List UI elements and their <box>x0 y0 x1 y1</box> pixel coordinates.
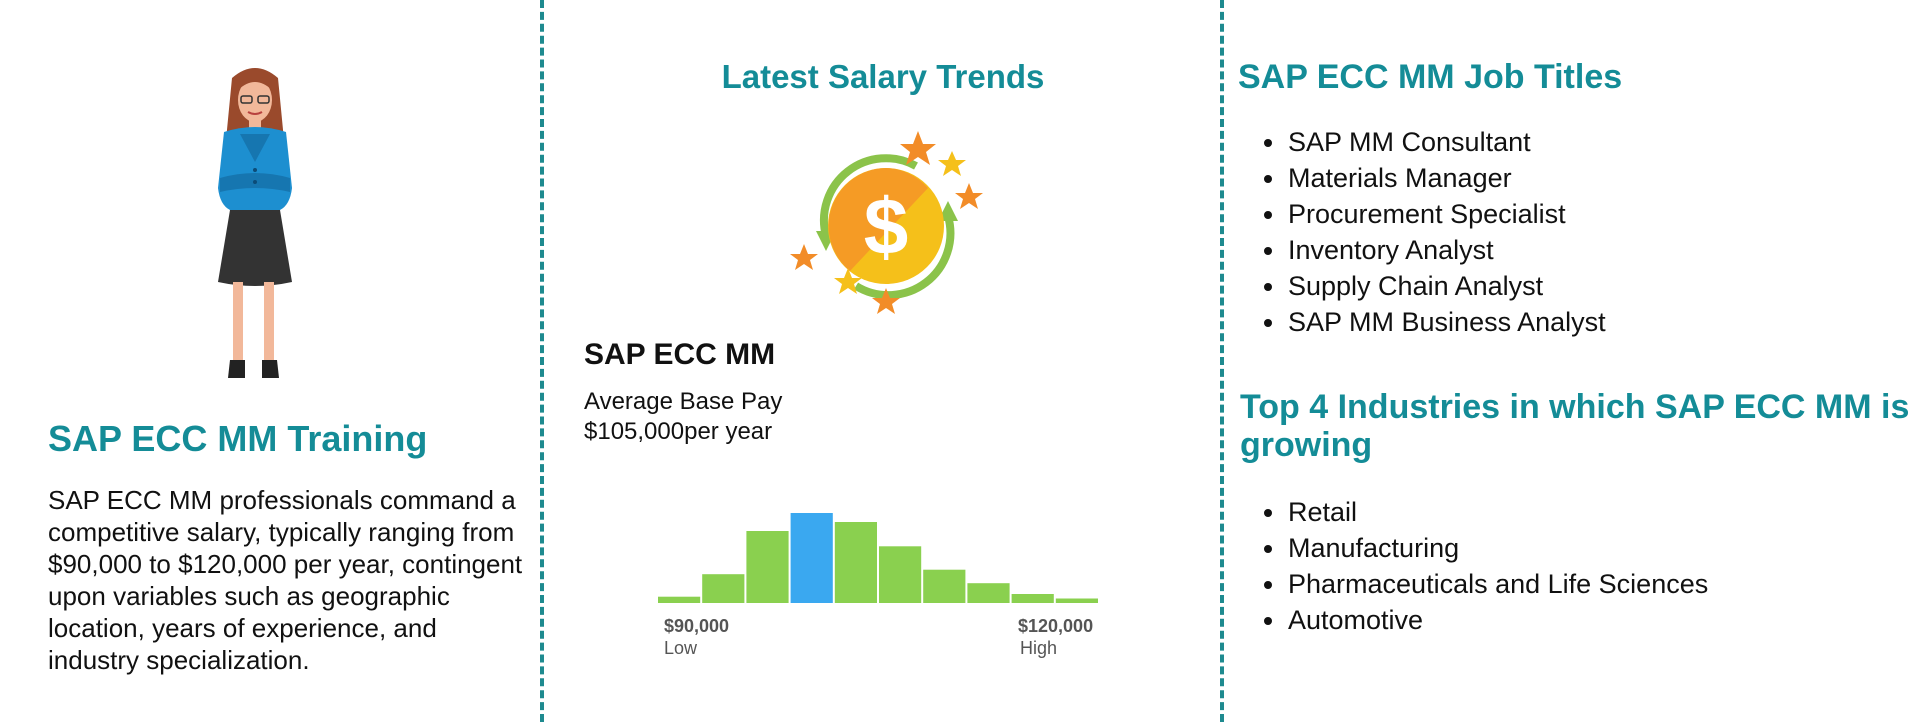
industries-list: Retail Manufacturing Pharmaceuticals and… <box>1238 494 1708 638</box>
histogram-bar <box>746 531 789 603</box>
training-description: SAP ECC MM professionals command a compe… <box>48 485 523 675</box>
list-item: Inventory Analyst <box>1264 232 1606 268</box>
job-name: SAP ECC MM <box>584 338 776 371</box>
low-salary-value: $90,000 <box>664 616 730 636</box>
woman-illustration <box>218 68 292 378</box>
low-salary-caption: Low <box>664 638 698 658</box>
high-salary-value: $120,000 <box>1018 616 1094 636</box>
divider-right <box>1220 0 1224 722</box>
histogram-bar <box>1055 598 1098 603</box>
histogram-bar <box>1011 594 1054 603</box>
histogram-bar <box>967 583 1010 603</box>
list-item: Procurement Specialist <box>1264 196 1606 232</box>
divider-left <box>540 0 544 722</box>
coin-dollar-symbol: $ <box>864 182 909 271</box>
list-item: Pharmaceuticals and Life Sciences <box>1263 566 1708 602</box>
list-item: Automotive <box>1263 602 1708 638</box>
careers-section: SAP ECC MM Job Titles SAP MM Consultant … <box>1226 0 1929 722</box>
salary-trends-title: Latest Salary Trends <box>721 58 1045 95</box>
histogram-bar-highlight <box>790 513 833 603</box>
training-section: SAP ECC MM Training SAP ECC MM professio… <box>0 0 540 722</box>
salary-section: Latest Salary Trends $ SAP ECC MM Averag… <box>546 0 1220 722</box>
dollar-coin-icon: $ <box>790 131 983 314</box>
list-item: Supply Chain Analyst <box>1264 268 1606 304</box>
list-item: Materials Manager <box>1264 160 1606 196</box>
salary-histogram <box>658 513 1098 603</box>
average-pay-value: $105,000per year <box>584 418 773 445</box>
list-item: SAP MM Consultant <box>1264 124 1606 160</box>
list-item: SAP MM Business Analyst <box>1264 304 1606 340</box>
average-pay-label: Average Base Pay <box>584 388 783 415</box>
industries-heading: Top 4 Industries in which SAP ECC MM is … <box>1240 388 1910 464</box>
histogram-bar <box>879 546 922 603</box>
histogram-bar <box>658 596 701 603</box>
list-item: Manufacturing <box>1263 530 1708 566</box>
histogram-bar <box>923 569 966 603</box>
histogram-bar <box>834 522 877 603</box>
high-salary-caption: High <box>1020 638 1058 658</box>
histogram-bar <box>702 574 745 603</box>
training-title: SAP ECC MM Training <box>48 418 428 459</box>
list-item: Retail <box>1263 494 1708 530</box>
job-titles-list: SAP MM Consultant Materials Manager Proc… <box>1238 124 1606 340</box>
job-titles-heading: SAP ECC MM Job Titles <box>1238 58 1623 96</box>
